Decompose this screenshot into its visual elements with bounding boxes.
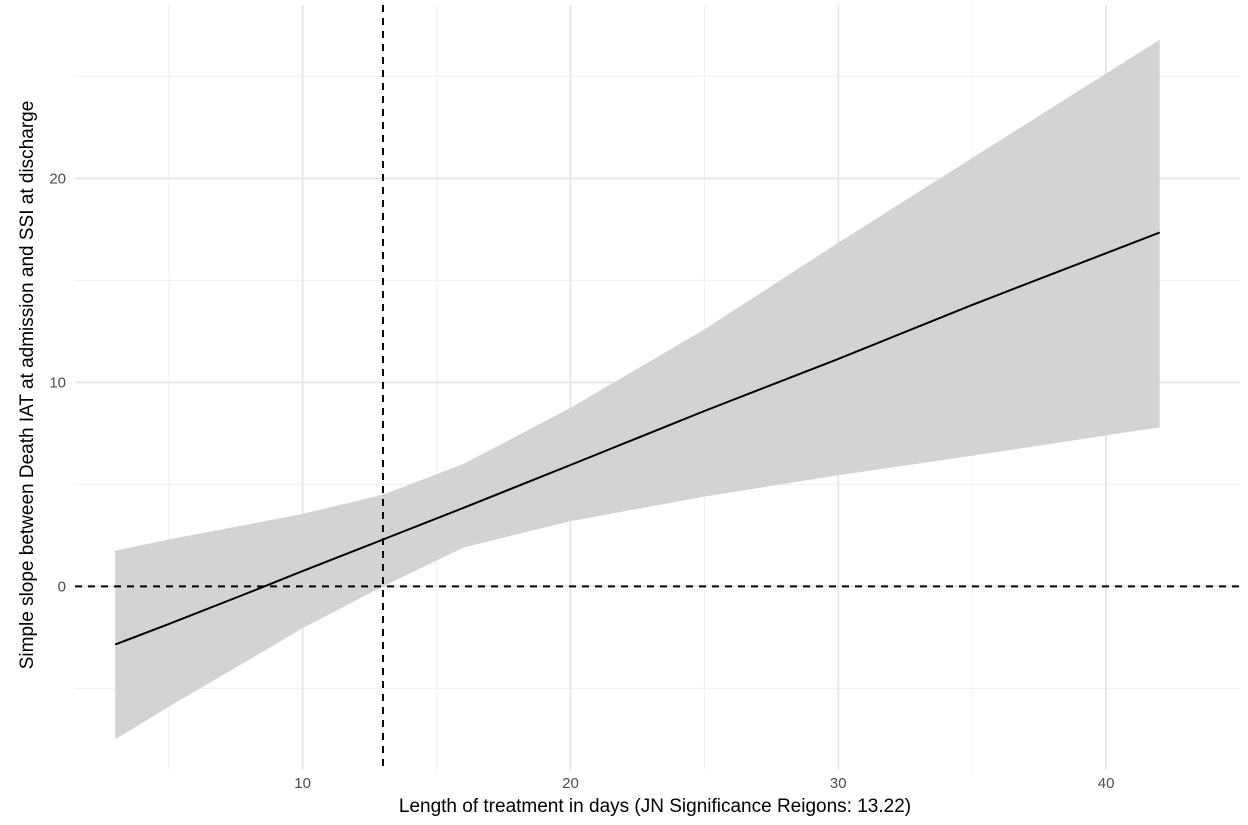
x-tick-label: 10 xyxy=(294,775,311,792)
x-tick-label: 40 xyxy=(1098,775,1115,792)
confidence-band xyxy=(115,39,1160,740)
x-tick-label: 30 xyxy=(830,775,847,792)
x-tick-labels: 10 20 30 40 xyxy=(294,775,1114,792)
y-axis-label: Simple slope between Death IAT at admiss… xyxy=(17,101,38,670)
x-axis-label: Length of treatment in days (JN Signific… xyxy=(399,796,911,817)
x-tick-label: 20 xyxy=(562,775,579,792)
reference-lines xyxy=(75,5,1240,770)
y-tick-label: 0 xyxy=(58,578,66,595)
y-tick-label: 20 xyxy=(49,170,66,187)
series-line xyxy=(114,231,1161,646)
y-tick-labels: 0 10 20 xyxy=(49,170,66,595)
y-tick-label: 10 xyxy=(49,374,66,391)
